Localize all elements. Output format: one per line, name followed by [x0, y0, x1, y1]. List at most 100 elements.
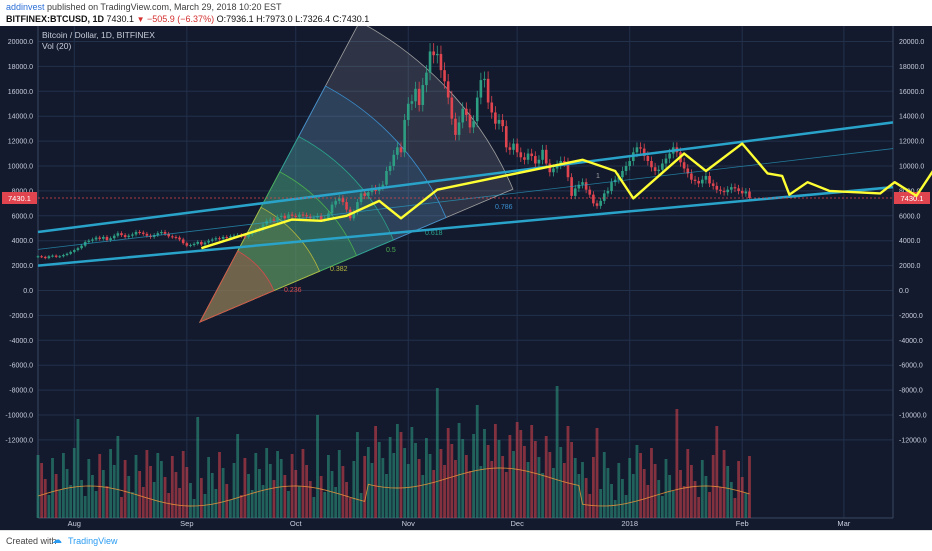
volume-bar: [686, 449, 690, 518]
candle-body: [134, 231, 138, 235]
candle-body: [232, 235, 236, 237]
candle-body: [432, 51, 435, 56]
candle-body: [490, 102, 494, 113]
volume-bar: [439, 449, 443, 518]
volume-bar: [457, 423, 461, 518]
volume-bar: [149, 466, 152, 518]
candle-body: [573, 188, 577, 196]
fib-level-label: 0.786: [495, 204, 513, 211]
candle-body: [628, 161, 631, 166]
x-tick-label: Dec: [510, 519, 524, 528]
volume-bar: [250, 490, 254, 518]
candle-body: [566, 162, 570, 178]
x-tick-label: Aug: [68, 519, 81, 528]
volume-bar: [748, 456, 751, 518]
price-value: 7430.1: [106, 14, 135, 24]
author-link[interactable]: addinvest: [6, 2, 45, 12]
y-tick-label-right: 0.0: [899, 288, 909, 295]
candle-body: [298, 214, 301, 218]
candle-body: [156, 233, 160, 236]
candle-body: [512, 143, 515, 150]
volume-bar: [178, 488, 181, 518]
volume-bar: [312, 497, 316, 518]
volume-bar: [243, 458, 247, 518]
candle-body: [138, 231, 141, 233]
candle-body: [269, 219, 272, 221]
volume-bar: [708, 492, 711, 518]
volume-bar: [141, 487, 145, 518]
candle-body: [504, 126, 508, 148]
fib-level-label: 1: [596, 173, 600, 180]
candle-body: [91, 239, 94, 241]
volume-bar: [555, 386, 559, 518]
candle-body: [36, 256, 40, 258]
volume-bar: [130, 492, 134, 518]
candle-body: [425, 72, 428, 86]
candle-body: [686, 168, 690, 174]
volume-bar: [116, 436, 120, 518]
price-chart[interactable]: AugSepOctNovDec2018FebMarAprMay26000.026…: [0, 26, 932, 530]
candle-body: [396, 147, 399, 155]
y-tick-label-right: 2000.0: [899, 263, 921, 270]
volume-bar: [435, 388, 439, 518]
candle-body: [548, 163, 552, 173]
volume-bar: [722, 450, 726, 518]
candle-body: [737, 188, 740, 191]
candle-body: [243, 236, 247, 238]
candle-body: [62, 255, 65, 257]
candle-body: [406, 103, 410, 120]
x-tick-label: Feb: [736, 519, 749, 528]
candle-body: [664, 158, 668, 164]
volume-bar: [265, 448, 269, 518]
chart-canvas[interactable]: AugSepOctNovDec2018FebMarAprMay26000.026…: [0, 26, 932, 530]
volume-bar: [330, 471, 334, 518]
volume-bar: [577, 474, 581, 518]
volume-bar: [305, 465, 309, 518]
volume-bar: [218, 452, 221, 518]
candle-body: [417, 88, 421, 105]
legend-title: Bitcoin / Dollar, 1D, BITFINEX: [42, 30, 155, 40]
volume-bar: [167, 493, 171, 518]
candle-body: [171, 236, 174, 238]
candle-body: [54, 255, 58, 257]
candle-body: [200, 241, 203, 245]
y-tick-label-right: 4000.0: [899, 238, 921, 245]
volume-bar: [657, 480, 661, 518]
candle-body: [403, 119, 406, 153]
y-tick-label-right: 12000.0: [899, 139, 924, 146]
candle-body: [711, 183, 715, 186]
candle-body: [116, 233, 120, 236]
y-tick-label-left: 20000.0: [8, 39, 33, 46]
volume-bar: [261, 485, 265, 518]
volume-bar: [461, 439, 465, 518]
candle-body: [69, 251, 72, 254]
volume-bar: [450, 444, 454, 518]
candle-body: [214, 238, 218, 240]
tradingview-link[interactable]: TradingView: [68, 536, 118, 546]
volume-bar: [239, 495, 243, 518]
candle-body: [624, 166, 628, 171]
volume-bar: [425, 438, 428, 518]
candle-body: [439, 53, 443, 71]
y-tick-label-right: -2000.0: [899, 313, 923, 320]
volume-bar: [308, 481, 312, 518]
candle-body: [461, 108, 465, 123]
candle-body: [733, 187, 737, 189]
volume-bar: [537, 457, 541, 518]
candle-body: [330, 204, 334, 214]
candle-body: [105, 236, 109, 241]
volume-bar: [679, 470, 682, 518]
volume-bar: [639, 453, 642, 518]
candle-body: [76, 248, 80, 251]
volume-bar: [635, 445, 639, 518]
volume-bar: [327, 455, 330, 518]
candle-body: [189, 245, 192, 247]
volume-bar: [581, 462, 584, 518]
candle-body: [381, 184, 385, 188]
candle-body: [218, 238, 221, 240]
candle-body: [272, 219, 276, 221]
volume-bar: [512, 451, 515, 518]
volume-bar: [621, 479, 624, 518]
volume-bar: [610, 484, 613, 518]
fib-fan-sector: [199, 171, 358, 323]
